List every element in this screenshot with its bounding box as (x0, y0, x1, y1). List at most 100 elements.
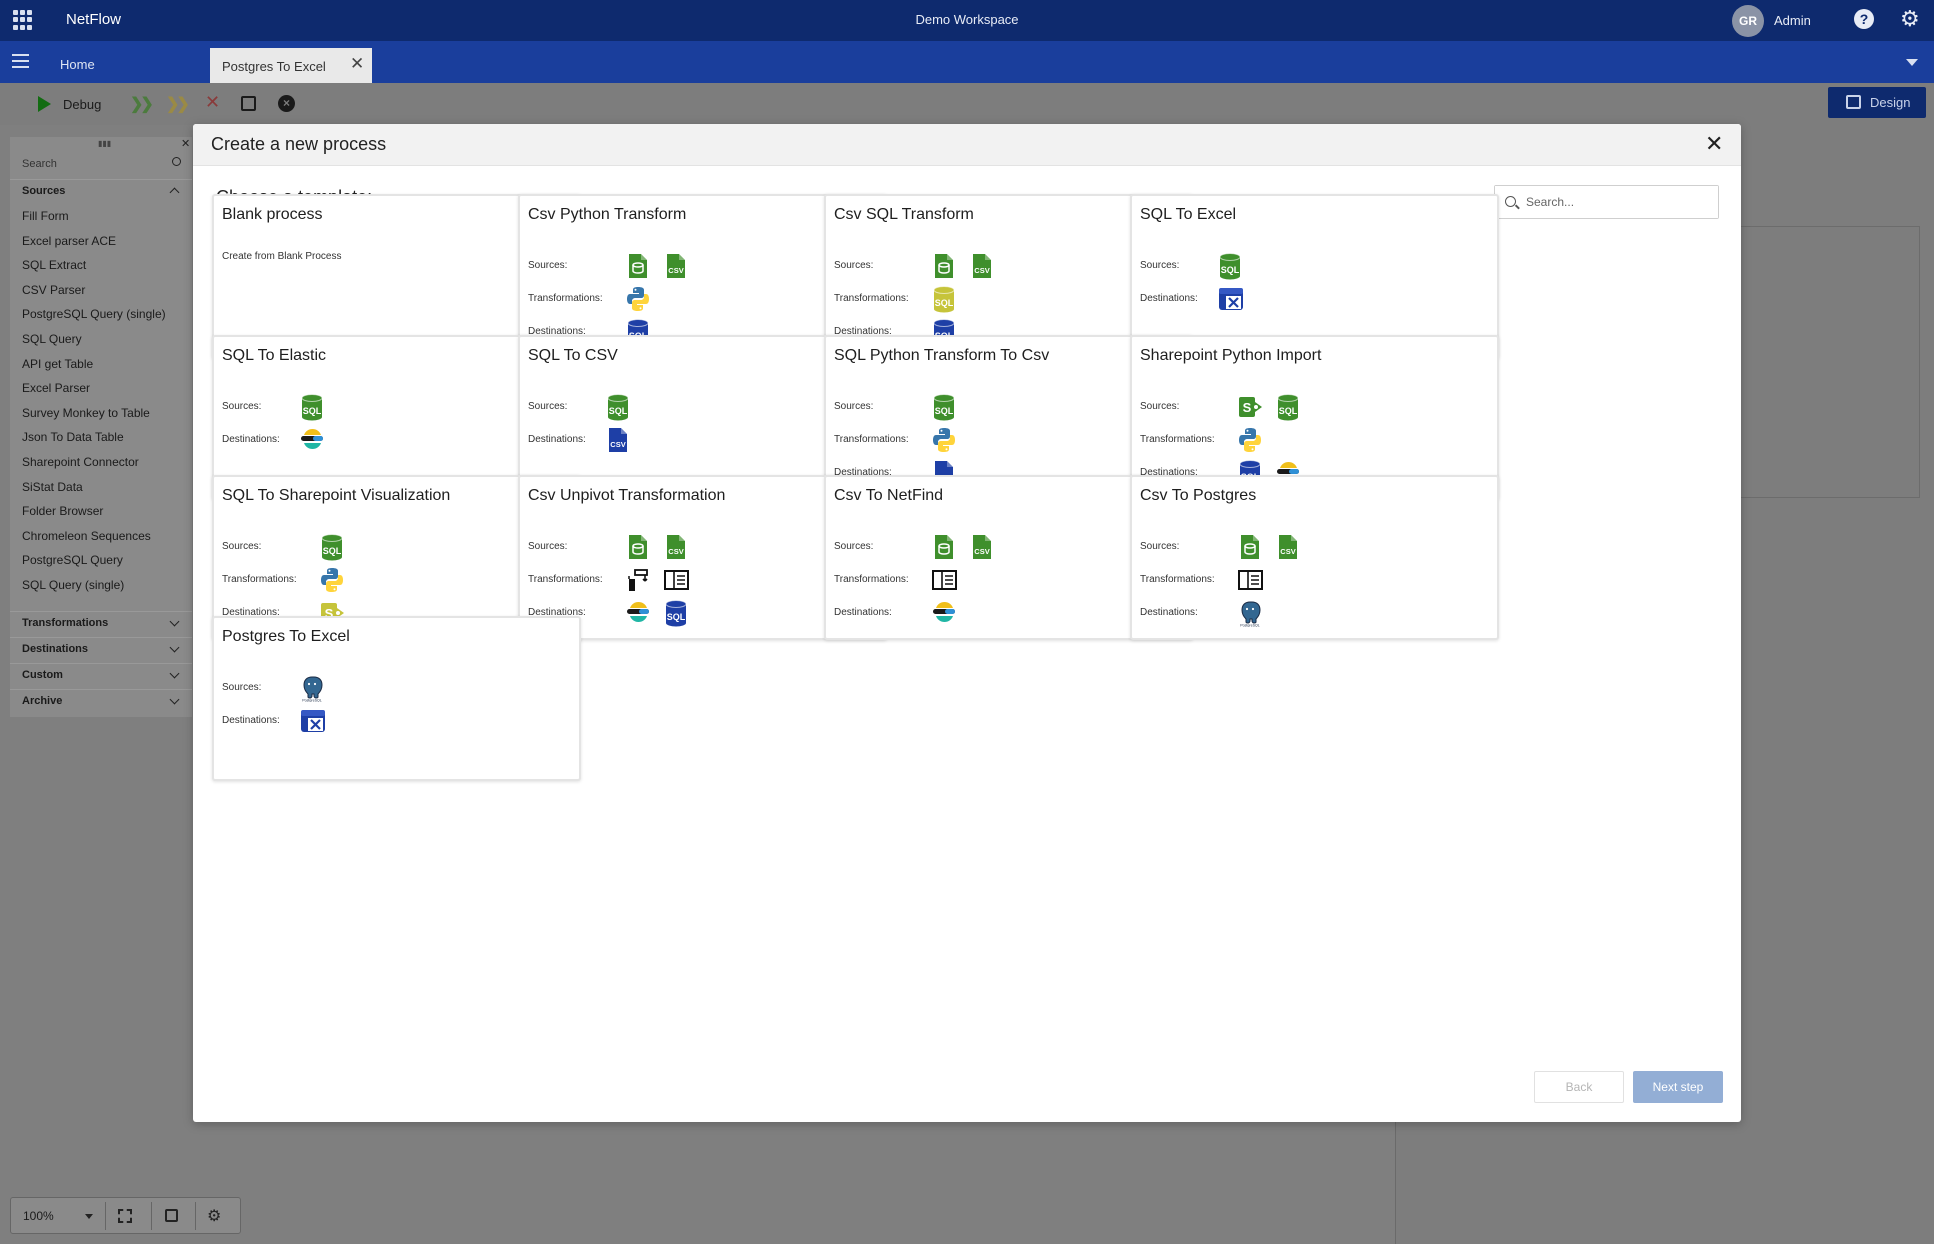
row-label-sources: Sources: (834, 541, 874, 552)
section-label: Archive (22, 695, 63, 707)
tab-postgres-to-excel[interactable]: Postgres To Excel ✕ (210, 48, 372, 83)
svg-text:S: S (325, 606, 334, 621)
csv-icon: CSV (1279, 535, 1297, 559)
python-icon (1239, 428, 1261, 452)
user-name[interactable]: Admin (1774, 13, 1811, 28)
elastic-icon (627, 601, 649, 623)
sidebar-item[interactable]: SQL Query (22, 332, 82, 346)
menu-icon[interactable] (12, 54, 29, 72)
sql-transform-icon: SQL (933, 286, 955, 313)
next-step-button[interactable]: Next step (1633, 1071, 1723, 1103)
tab-home[interactable]: Home (60, 57, 95, 72)
row-label-destinations: Destinations: (834, 607, 892, 618)
sidebar-item[interactable]: API get Table (22, 356, 94, 371)
sidebar-item[interactable]: SQL Query (single) (22, 578, 125, 592)
chevron-down-icon (169, 668, 180, 679)
sql-icon: SQL (301, 394, 323, 421)
file-db-icon (629, 254, 647, 278)
zoom-level[interactable]: 100% (23, 1209, 54, 1223)
sidebar-item[interactable]: CSV Parser (22, 282, 86, 297)
tab-label: Postgres To Excel (222, 59, 326, 74)
caret-down-icon[interactable] (85, 1214, 93, 1219)
template-search-input[interactable] (1495, 186, 1718, 218)
apps-grid-icon[interactable] (13, 10, 33, 30)
app-brand[interactable]: NetFlow (66, 11, 122, 28)
template-card[interactable]: SQL To Excel Sources: SQL Destinations: (1130, 194, 1499, 359)
row-label-transformations: Transformations: (1140, 574, 1215, 585)
sidebar-item[interactable]: Excel Parser (22, 381, 91, 396)
step-forward-icon[interactable]: ❯❯ (166, 96, 190, 113)
chevron-down-icon (169, 642, 180, 653)
sidebar-item[interactable]: SQL Extract (22, 258, 87, 273)
postgres-icon: PostgreSQL (1240, 601, 1261, 627)
sidebar-item[interactable]: Json To Data Table (22, 430, 124, 445)
template-card[interactable]: Csv To Postgres Sources: CSV Transformation… (1130, 475, 1499, 640)
chevron-down-icon[interactable] (1906, 59, 1918, 66)
help-icon[interactable]: ? (1854, 9, 1874, 29)
sidebar-item[interactable]: Excel parser ACE (22, 233, 117, 248)
svg-text:CSV: CSV (668, 266, 683, 275)
svg-text:SQL: SQL (609, 406, 628, 416)
svg-text:SQL: SQL (935, 406, 954, 416)
template-title: Postgres To Excel (222, 628, 350, 645)
svg-text:CSV: CSV (1280, 547, 1295, 556)
row-label-sources: Sources: (222, 401, 262, 412)
section-label: Transformations (22, 617, 109, 629)
components-search-input[interactable] (10, 151, 192, 177)
row-label-destinations: Destinations: (1140, 467, 1198, 478)
sidebar-item[interactable]: PostgreSQL Query (single) (22, 307, 166, 322)
template-title: SQL To Excel (1140, 206, 1237, 223)
template-title: Csv To Postgres (1140, 487, 1257, 504)
sidebar-item[interactable]: Survey Monkey to Table (22, 405, 150, 420)
close-icon[interactable]: ✕ (350, 54, 365, 73)
row-label-destinations: Destinations: (528, 607, 586, 618)
design-button[interactable]: Design (1828, 87, 1926, 118)
sidebar-item[interactable]: Chromeleon Sequences (22, 528, 151, 543)
section-destinations[interactable]: Destinations (10, 637, 192, 659)
back-button[interactable]: Back (1534, 1071, 1624, 1103)
run-all-icon[interactable]: ❯❯ (130, 96, 154, 113)
app-header: NetFlow Demo Workspace GR Admin ? ⚙ (0, 0, 1934, 41)
export-icon[interactable] (165, 1209, 178, 1222)
sql-icon: SQL (607, 394, 629, 421)
svg-text:CSV: CSV (974, 547, 989, 556)
close-icon[interactable]: ✕ (1705, 131, 1724, 156)
section-label: Custom (22, 669, 63, 681)
sidebar-item[interactable]: Sharepoint Connector (22, 455, 139, 469)
sidebar-item[interactable]: Folder Browser (22, 504, 104, 519)
template-title: Csv Python Transform (528, 206, 687, 223)
section-archive[interactable]: Archive (10, 689, 192, 711)
dialog-header: Create a new process ✕ (193, 124, 1741, 166)
sidebar-item[interactable]: PostgreSQL Query (22, 553, 123, 568)
sidebar-item[interactable]: Fill Form (22, 209, 69, 223)
fullscreen-icon[interactable] (118, 1209, 132, 1223)
row-label-sources: Sources: (528, 260, 568, 271)
save-icon[interactable] (241, 96, 256, 111)
sql-db-icon: SQL (665, 600, 687, 627)
svg-text:SQL: SQL (667, 612, 686, 622)
row-label-sources: Sources: (528, 541, 568, 552)
sidebar-item[interactable]: SiStat Data (22, 479, 83, 494)
sharepoint-icon: S (1239, 397, 1262, 417)
settings-icon[interactable]: ⚙ (207, 1208, 222, 1225)
template-card[interactable]: Postgres To Excel Sources: PostgreSQL Desti… (212, 616, 581, 781)
csv-icon: CSV (973, 254, 991, 278)
play-icon[interactable] (38, 96, 51, 112)
create-process-dialog: Create a new process ✕ Choose a template… (193, 124, 1741, 1122)
cancel-icon[interactable]: × (278, 95, 295, 112)
debug-button[interactable]: Debug (63, 97, 102, 112)
row-label-transformations: Transformations: (834, 574, 909, 585)
python-icon (933, 428, 955, 452)
csv-icon: CSV (667, 535, 685, 559)
section-custom[interactable]: Custom (10, 663, 192, 685)
row-label-transformations: Transformations: (834, 293, 909, 304)
tab-bar: Home Postgres To Excel ✕ (0, 41, 1934, 83)
template-card[interactable]: Sharepoint Python Import Sources: S SQL Tran… (1130, 335, 1499, 500)
section-sources[interactable]: Sources (10, 179, 192, 201)
gear-icon[interactable]: ⚙ (1900, 6, 1920, 31)
section-transformations[interactable]: Transformations (10, 611, 192, 633)
avatar[interactable]: GR (1732, 5, 1764, 37)
stop-icon[interactable]: ✕ (205, 92, 221, 112)
drag-handle-icon[interactable]: ▮▮▮ (98, 139, 112, 148)
close-icon[interactable]: ✕ (181, 138, 191, 150)
